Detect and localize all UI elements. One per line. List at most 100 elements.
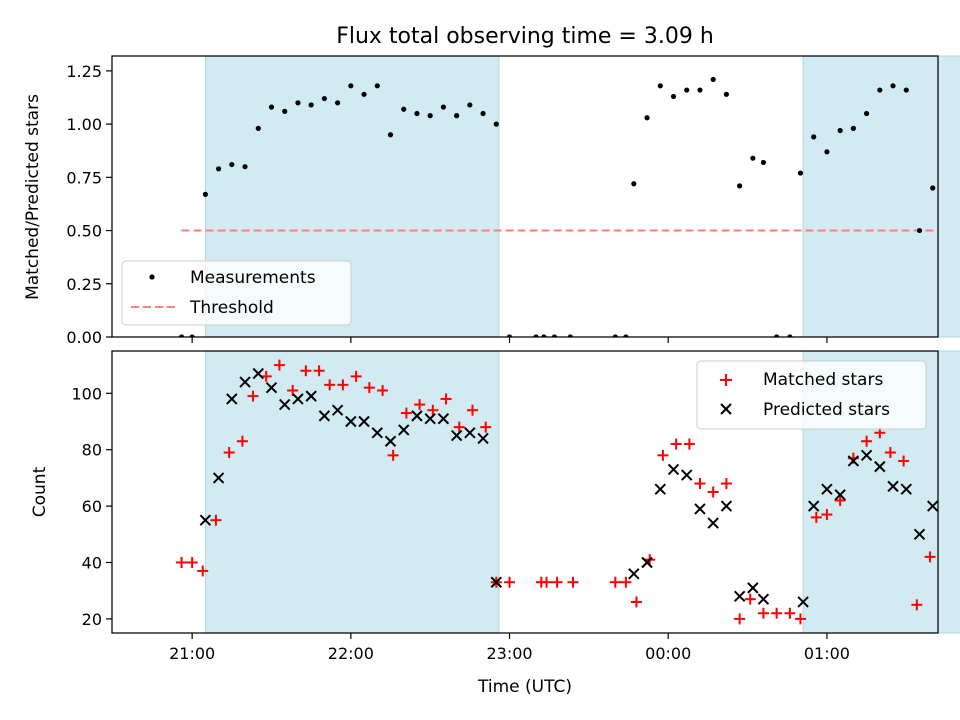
predicted-star-point <box>667 463 680 476</box>
matched-star-point <box>810 511 822 523</box>
measurement-point <box>387 132 394 138</box>
predicted-star-point <box>265 381 278 394</box>
measurement-point <box>215 166 222 172</box>
measurement-point <box>282 108 288 114</box>
measurement-point <box>916 227 923 234</box>
legend-measurements-label: Measurements <box>190 268 316 288</box>
matched-star-point <box>734 613 746 625</box>
matched-star-point <box>466 404 478 416</box>
top-y-axis: 0.00 0.25 0.50 0.75 1.00 1.25 <box>66 62 112 347</box>
top-y-tick-label: 1.25 <box>66 62 102 81</box>
measurement-point <box>837 127 843 134</box>
predicted-star-point <box>371 427 383 439</box>
predicted-star-point <box>398 424 410 436</box>
predicted-star-point <box>292 393 304 405</box>
measurement-point <box>268 104 275 110</box>
predicted-star-point <box>927 500 938 512</box>
matched-star-point <box>861 435 873 447</box>
x-tick-label: 21:00 <box>169 644 215 663</box>
predicted-star-point <box>199 514 212 526</box>
matched-star-point <box>453 421 465 433</box>
measurement-point <box>787 334 793 337</box>
matched-star-point <box>567 576 579 588</box>
measurement-point <box>541 334 547 337</box>
measurement-point <box>295 100 301 106</box>
bottom-plot-area <box>176 359 938 625</box>
measurement-point <box>242 164 248 170</box>
top-y-tick-label: 1.00 <box>66 115 102 134</box>
bottom-y-tick-label: 100 <box>71 384 102 403</box>
measurement-point <box>903 87 909 93</box>
measurement-point <box>401 106 407 112</box>
measurement-point <box>229 161 235 168</box>
measurement-point <box>811 134 817 140</box>
x-tick-label: 01:00 <box>804 644 850 663</box>
top-y-tick-label: 0.75 <box>66 168 102 187</box>
matched-star-point <box>541 576 553 588</box>
predicted-star-point <box>358 415 370 428</box>
top-axes-frame <box>111 55 939 338</box>
chart-title: Flux total observing time = 3.09 h <box>336 24 714 49</box>
predicted-star-point <box>226 393 238 405</box>
matched-star-point <box>176 557 188 568</box>
measurement-point <box>440 104 447 110</box>
matched-star-point <box>324 379 336 391</box>
matched-star-point <box>186 557 198 568</box>
matched-star-point <box>350 370 362 382</box>
matched-star-point <box>657 449 669 461</box>
x-axis-label: Time (UTC) <box>477 677 572 697</box>
measurement-point <box>427 113 433 119</box>
measurement-point <box>877 87 883 93</box>
bottom-y-tick-label: 80 <box>82 441 102 460</box>
measurement-point <box>467 102 473 108</box>
measurement-point <box>774 334 780 337</box>
predicted-star-point <box>681 469 693 481</box>
measurement-point <box>178 334 185 337</box>
measurement-point <box>189 334 195 337</box>
legend-measurements-marker <box>149 274 155 280</box>
predicted-star-point <box>900 483 912 495</box>
matched-star-point <box>313 365 325 377</box>
bottom-legend: Matched stars Predicted stars <box>696 360 927 430</box>
predicted-star-point <box>641 556 653 569</box>
measurement-point <box>202 191 208 197</box>
measurement-point <box>567 334 573 337</box>
bottom-y-tick-label: 40 <box>82 554 102 573</box>
measurement-point <box>710 76 716 83</box>
predicted-star-point <box>913 528 926 541</box>
predicted-star-point <box>887 480 899 493</box>
predicted-star-point <box>847 455 860 467</box>
matched-star-point <box>337 379 349 391</box>
top-legend-box <box>121 260 352 326</box>
predicted-star-point <box>821 483 833 495</box>
predicted-star-point <box>318 410 331 422</box>
matched-star-point <box>683 438 695 450</box>
matched-star-point <box>377 384 389 396</box>
matched-star-point <box>834 494 846 506</box>
matched-star-point <box>924 551 936 563</box>
predicted-star-point <box>874 460 886 473</box>
predicted-star-point <box>411 410 423 422</box>
measurement-point <box>890 83 896 89</box>
matched-star-point <box>821 509 833 521</box>
measurement-point <box>493 121 499 127</box>
measurement-point <box>361 91 367 97</box>
predicted-star-point <box>747 582 759 594</box>
matched-star-point <box>609 576 621 588</box>
top-shaded-interval-1 <box>802 55 960 338</box>
predicted-star-point <box>834 489 846 501</box>
x-tick-label: 23:00 <box>486 644 532 663</box>
matched-star-point <box>363 382 375 394</box>
predicted-star-point <box>424 412 436 425</box>
top-y-tick-label: 0.00 <box>66 328 102 347</box>
measurement-point <box>657 83 663 89</box>
measurement-point <box>612 334 618 337</box>
matched-star-point <box>757 607 769 619</box>
bottom-y-axis-label: Count <box>30 466 50 517</box>
measurement-point <box>737 183 743 189</box>
measurement-point <box>797 170 804 176</box>
matched-star-point <box>794 613 806 625</box>
predicted-star-point <box>490 576 503 588</box>
